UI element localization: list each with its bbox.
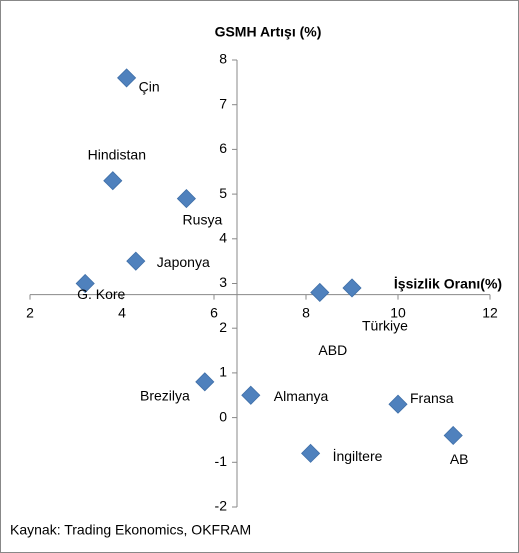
y-tick-label: 3 [219, 274, 227, 290]
chart-title: GSMH Artışı (%) [215, 24, 322, 40]
y-tick-label: -2 [215, 498, 228, 514]
data-point [117, 68, 137, 88]
data-point [388, 394, 408, 414]
y-tick-label: 5 [219, 185, 227, 201]
y-tick-label: 0 [219, 408, 227, 424]
data-point [176, 189, 196, 209]
x-tick-label: 2 [26, 304, 34, 320]
x-tick-label: 6 [210, 304, 218, 320]
y-tick-label: 2 [219, 319, 227, 335]
x-tick-label: 10 [390, 304, 406, 320]
point-label: İngiltere [333, 447, 383, 464]
data-point [443, 425, 463, 446]
data-point [103, 171, 123, 191]
y-tick-label: 6 [219, 140, 227, 156]
point-label: G. Kore [77, 286, 125, 302]
data-point [75, 273, 95, 294]
point-label: Almanya [274, 388, 329, 404]
data-point [241, 385, 261, 405]
y-tick-label: 1 [219, 364, 227, 380]
y-tick-label: -1 [215, 453, 228, 469]
x-tick-label: 8 [302, 304, 310, 320]
point-label: Hindistan [88, 146, 146, 162]
y-tick-label: 7 [219, 95, 227, 111]
data-point [342, 278, 362, 298]
point-label: Brezilya [140, 388, 190, 404]
point-label: Japonya [157, 254, 210, 270]
source-note: Kaynak: Trading Ekonomics, OKFRAM [10, 522, 251, 538]
x-axis-title: İşsizlik Oranı(%) [394, 276, 502, 292]
data-point [195, 372, 215, 392]
data-point [301, 443, 321, 463]
point-label: Türkiye [362, 318, 408, 334]
y-tick-label: 4 [219, 230, 227, 246]
x-tick-label: 4 [118, 304, 126, 320]
point-label: Fransa [410, 390, 454, 406]
point-label: AB [450, 451, 469, 467]
point-label: ABD [318, 342, 347, 358]
data-point [126, 251, 146, 271]
data-point [310, 282, 330, 303]
x-tick-label: 12 [482, 304, 498, 320]
point-label: Rusya [183, 211, 223, 227]
point-label: Çin [139, 79, 160, 95]
y-tick-label: 8 [219, 51, 227, 67]
